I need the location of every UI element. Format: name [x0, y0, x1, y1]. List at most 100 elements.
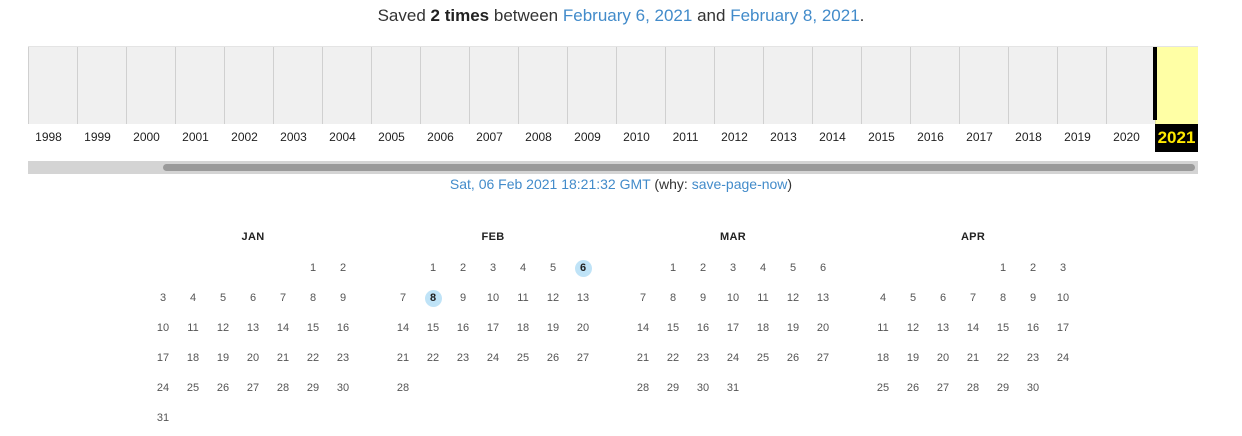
year-column-2007[interactable] — [469, 47, 518, 124]
calendar-day: 9 — [459, 291, 467, 304]
calendar-day: 14 — [276, 321, 290, 334]
calendar-day: 3 — [1059, 261, 1067, 274]
captured-day[interactable]: 8 — [418, 283, 448, 313]
year-label-2015[interactable]: 2015 — [868, 130, 895, 144]
empty-cell — [148, 253, 178, 283]
calendar-day: 8 — [309, 291, 317, 304]
calendar-day: 25 — [756, 351, 770, 364]
year-label-2009[interactable]: 2009 — [574, 130, 601, 144]
calendar-day: 7 — [639, 291, 647, 304]
year-label-2018[interactable]: 2018 — [1015, 130, 1042, 144]
calendar-day: 23 — [696, 351, 710, 364]
calendar-day: 11 — [877, 321, 889, 334]
year-label-1998[interactable]: 1998 — [35, 130, 62, 144]
year-column-2001[interactable] — [175, 47, 224, 124]
captured-day[interactable]: 6 — [568, 253, 598, 283]
calendar-day: 7 — [399, 291, 407, 304]
calendar-day: 2 — [459, 261, 467, 274]
year-column-2003[interactable] — [273, 47, 322, 124]
year-label-2000[interactable]: 2000 — [133, 130, 160, 144]
calendar-day: 12 — [786, 291, 800, 304]
year-column-2021[interactable] — [1155, 47, 1198, 124]
year-label-2010[interactable]: 2010 — [623, 130, 650, 144]
calendar-day: 17 — [156, 351, 170, 364]
year-column-2006[interactable] — [420, 47, 469, 124]
year-label-2020[interactable]: 2020 — [1113, 130, 1140, 144]
capture-reason-link[interactable]: save-page-now — [691, 176, 788, 192]
calendar-day: 2 — [699, 261, 707, 274]
year-column-2019[interactable] — [1057, 47, 1106, 124]
timeline-scrollbar[interactable] — [28, 161, 1198, 174]
year-column-2010[interactable] — [616, 47, 665, 124]
year-column-2013[interactable] — [763, 47, 812, 124]
year-label-2016[interactable]: 2016 — [917, 130, 944, 144]
calendar-day: 1 — [309, 261, 317, 274]
year-column-2018[interactable] — [1008, 47, 1057, 124]
year-label-2008[interactable]: 2008 — [525, 130, 552, 144]
year-label-2005[interactable]: 2005 — [378, 130, 405, 144]
year-label-2013[interactable]: 2013 — [770, 130, 797, 144]
calendar-day: 22 — [996, 351, 1010, 364]
year-column-2000[interactable] — [126, 47, 175, 124]
year-column-2008[interactable] — [518, 47, 567, 124]
year-label-2007[interactable]: 2007 — [476, 130, 503, 144]
last-capture-link[interactable]: February 8, 2021 — [730, 6, 860, 25]
year-column-2005[interactable] — [371, 47, 420, 124]
year-column-1999[interactable] — [77, 47, 126, 124]
calendar-day: 27 — [936, 381, 950, 394]
year-label-2012[interactable]: 2012 — [721, 130, 748, 144]
month-mar: MAR 1 2 3 4 5 6 7 8 9 10 11 12 13 14 15 16 17 18 19 20 21 22 23… — [628, 230, 838, 394]
month-name: MAR — [720, 231, 746, 243]
year-column-2020[interactable] — [1106, 47, 1155, 124]
calendar-day: 31 — [726, 381, 740, 394]
year-column-2004[interactable] — [322, 47, 371, 124]
year-label-2011[interactable]: 2011 — [672, 130, 699, 144]
year-label-2019[interactable]: 2019 — [1064, 130, 1091, 144]
year-column-2009[interactable] — [567, 47, 616, 124]
calendar-day: 19 — [786, 321, 800, 334]
calendar-day: 29 — [306, 381, 320, 394]
capture-bar[interactable] — [1153, 47, 1157, 120]
year-column-2015[interactable] — [861, 47, 910, 124]
year-column-2016[interactable] — [910, 47, 959, 124]
capture-timestamp-link[interactable]: Sat, 06 Feb 2021 18:21:32 GMT — [449, 176, 651, 192]
calendar-day: 27 — [816, 351, 830, 364]
summary-between: between — [493, 6, 559, 25]
year-column-2011[interactable] — [665, 47, 714, 124]
month-grid: 1 2 3 4 5 6 7 8 9 10 11 12 13 14 15 16 17 18 19 20 21 22 23 24 2… — [148, 253, 358, 433]
year-column-2017[interactable] — [959, 47, 1008, 124]
calendar-day: 25 — [516, 351, 530, 364]
calendar-day: 10 — [486, 291, 500, 304]
calendar-day: 1 — [669, 261, 677, 274]
calendar-day: 16 — [456, 321, 470, 334]
year-column-2002[interactable] — [224, 47, 273, 124]
year-label-1999[interactable]: 1999 — [84, 130, 111, 144]
summary-and: and — [697, 6, 726, 25]
year-label-2003[interactable]: 2003 — [280, 130, 307, 144]
year-label-2017[interactable]: 2017 — [966, 130, 993, 144]
empty-cell — [238, 253, 268, 283]
first-capture-link[interactable]: February 6, 2021 — [562, 6, 693, 25]
calendar-day: 5 — [789, 261, 797, 274]
calendar-day: 14 — [636, 321, 650, 334]
year-label-2001[interactable]: 2001 — [182, 130, 209, 144]
calendar-day: 29 — [996, 381, 1010, 394]
year-label-2004[interactable]: 2004 — [329, 130, 356, 144]
calendar-day: 18 — [756, 321, 770, 334]
year-label-2002[interactable]: 2002 — [231, 130, 258, 144]
calendar-day: 7 — [279, 291, 287, 304]
calendar-day: 10 — [1056, 291, 1070, 304]
year-label-2014[interactable]: 2014 — [819, 130, 846, 144]
year-selector[interactable]: 1998 1999 2000 2001 2002 2003 2004 2005 2006 2007… — [28, 124, 1198, 152]
scroll-thumb[interactable] — [163, 164, 1195, 171]
calendar-day: 7 — [969, 291, 977, 304]
summary-period: . — [859, 6, 865, 25]
year-column-2014[interactable] — [812, 47, 861, 124]
year-column-1998[interactable] — [28, 47, 77, 124]
year-label-2021[interactable]: 2021 — [1155, 124, 1198, 152]
year-column-2012[interactable] — [714, 47, 763, 124]
year-label-2006[interactable]: 2006 — [427, 130, 454, 144]
calendar-day: 2 — [1029, 261, 1037, 274]
capture-sparkline[interactable] — [28, 46, 1198, 124]
empty-cell — [868, 253, 898, 283]
